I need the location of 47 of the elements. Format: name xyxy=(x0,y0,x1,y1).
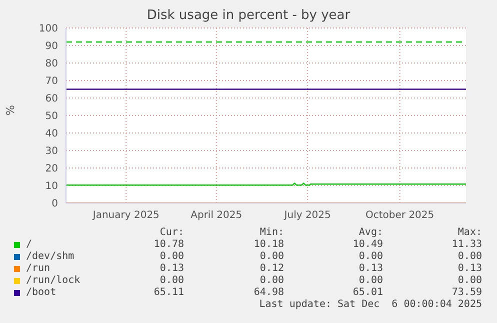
legend-label: / xyxy=(26,239,32,250)
text: 73.59 xyxy=(452,287,482,298)
text: Avg: xyxy=(358,227,383,238)
x-tick-label: April 2025 xyxy=(190,210,242,222)
y-tick-label: 100 xyxy=(38,24,58,35)
legend-label: /boot xyxy=(26,287,56,298)
y-tick-label: 10 xyxy=(45,181,58,192)
text: Last update: Sat Dec 6 00:00:04 2025 xyxy=(259,299,482,310)
y-tick-label: 50 xyxy=(45,111,58,122)
text: 0.00 xyxy=(358,251,383,262)
text: 11.33 xyxy=(452,239,482,250)
text: 0.12 xyxy=(260,263,284,274)
text: 0.00 xyxy=(260,275,284,286)
y-tick-label: 20 xyxy=(45,164,58,175)
x-tick-label: July 2025 xyxy=(283,210,331,222)
text: 10.18 xyxy=(254,239,284,250)
text: 0.00 xyxy=(160,275,184,286)
text: 10.49 xyxy=(352,239,383,250)
y-tick-label: 40 xyxy=(45,128,58,140)
y-tick-label: 80 xyxy=(45,58,58,70)
legend-label: /run xyxy=(26,263,50,274)
y-axis-title: % xyxy=(4,105,17,116)
text: Max: xyxy=(458,227,482,238)
text: Cur: xyxy=(160,227,184,238)
text: 64.98 xyxy=(254,287,284,298)
text: 0.13 xyxy=(358,263,383,274)
text: 65.11 xyxy=(154,287,184,298)
legend-label: /dev/shm xyxy=(26,251,74,262)
text: 0.00 xyxy=(260,251,284,262)
text: Min: xyxy=(260,227,284,238)
text: 0.00 xyxy=(358,275,383,286)
x-tick-label: October 2025 xyxy=(366,210,434,222)
text: 10.78 xyxy=(154,239,184,250)
y-tick-label: 30 xyxy=(45,146,58,158)
legend-label: /run/lock xyxy=(26,275,80,286)
y-tick-label: 70 xyxy=(45,76,58,88)
text: 0.00 xyxy=(160,251,184,262)
text: 0.00 xyxy=(458,275,482,286)
text: 0.13 xyxy=(160,263,184,274)
chart-title: Disk usage in percent - by year xyxy=(146,8,352,23)
y-tick-label: 0 xyxy=(52,198,58,210)
text: 0.00 xyxy=(458,251,482,262)
y-tick-label: 90 xyxy=(45,41,58,52)
text: 0.13 xyxy=(458,263,482,274)
y-tick-label: 60 xyxy=(45,94,58,105)
text: 65.01 xyxy=(352,287,383,298)
x-tick-label: January 2025 xyxy=(92,210,160,222)
